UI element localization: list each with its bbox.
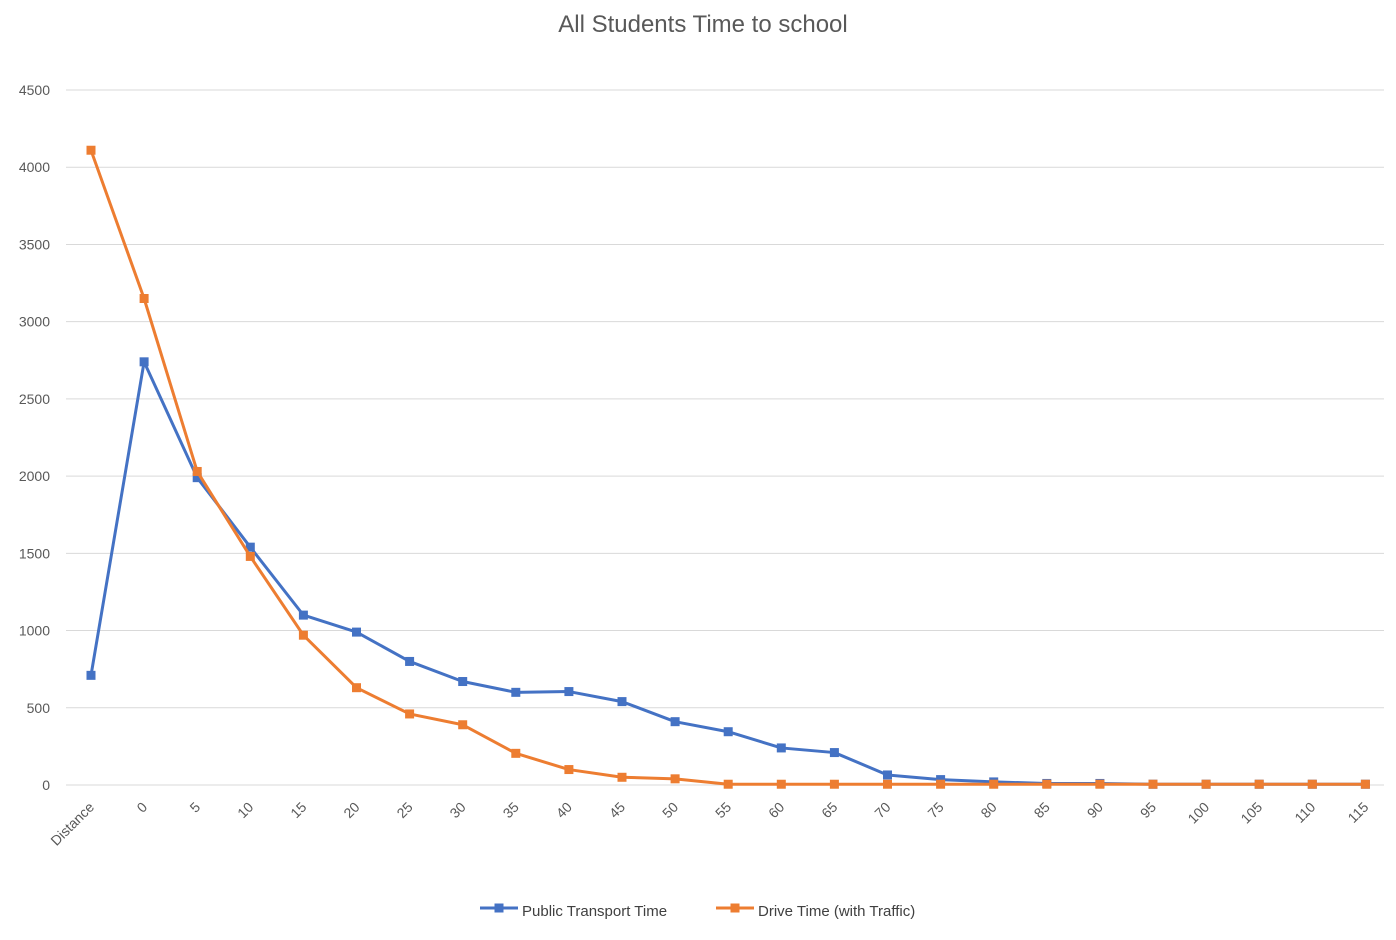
data-point [298, 610, 308, 620]
legend-marker [494, 903, 504, 913]
legend-marker [730, 903, 740, 913]
gridlines [66, 89, 1384, 786]
y-tick-label: 500 [27, 700, 51, 716]
x-tick-label: 15 [287, 799, 309, 821]
x-tick-label: 105 [1237, 799, 1265, 827]
x-tick-label: 70 [871, 799, 893, 821]
data-point [352, 627, 361, 637]
y-tick-label: 0 [42, 777, 50, 793]
x-tick-label: Distance [47, 799, 97, 849]
data-point [192, 473, 202, 483]
x-tick-label: 85 [1031, 799, 1053, 821]
data-point [245, 542, 255, 552]
data-point [192, 466, 202, 476]
data-point [936, 775, 946, 785]
data-point [989, 779, 999, 789]
data-point [776, 779, 786, 789]
series-layer [86, 145, 1370, 789]
data-point [1307, 779, 1317, 789]
legend-label: Public Transport Time [522, 903, 667, 920]
data-point [617, 772, 627, 782]
series-line [89, 149, 1366, 786]
data-point [511, 687, 521, 697]
y-tick-label: 2000 [19, 468, 50, 484]
x-tick-label: 80 [977, 799, 999, 821]
y-axis-ticks: 0 500 1000 1500 2000 2500 3000 3500 4000 4500 [19, 82, 50, 793]
series-line [89, 360, 1366, 786]
data-point [405, 709, 415, 719]
data-point [1201, 779, 1211, 789]
x-tick-label: 75 [924, 799, 946, 821]
data-point [458, 720, 468, 730]
series-1 [86, 357, 1370, 789]
data-point [139, 357, 149, 367]
x-tick-label: 95 [1137, 799, 1159, 821]
data-point [883, 770, 892, 780]
y-tick-label: 4500 [19, 82, 50, 98]
legend-item: Drive Time (with Traffic) [716, 903, 915, 920]
x-tick-label: 60 [765, 799, 787, 821]
data-point [352, 683, 361, 693]
y-tick-label: 2500 [19, 391, 50, 407]
data-point [564, 765, 574, 775]
data-point [723, 779, 733, 789]
legend-item: Public Transport Time [480, 903, 667, 920]
y-tick-label: 1000 [19, 623, 50, 639]
data-point [511, 748, 521, 758]
x-tick-label: 10 [234, 799, 256, 821]
data-point [405, 656, 415, 666]
x-tick-label: 5 [186, 799, 203, 816]
x-tick-label: 40 [553, 799, 575, 821]
x-tick-label: 25 [393, 799, 415, 821]
data-point [1360, 779, 1370, 789]
y-tick-label: 3000 [19, 314, 50, 330]
data-point [86, 145, 96, 155]
x-tick-label: 65 [818, 799, 840, 821]
x-tick-label: 35 [500, 799, 522, 821]
series-2 [86, 145, 1370, 789]
x-tick-label: 0 [133, 799, 150, 816]
data-point [1095, 779, 1105, 789]
data-point [86, 670, 96, 680]
data-point [245, 551, 255, 561]
y-tick-label: 4000 [19, 159, 50, 175]
legend: Public Transport Time Drive Time (with Tr… [480, 903, 915, 920]
data-point [936, 779, 946, 789]
chart-title: All Students Time to school [558, 11, 847, 38]
x-tick-label: 30 [446, 799, 468, 821]
data-point [139, 294, 149, 303]
x-tick-label: 110 [1291, 799, 1318, 826]
x-tick-label: 90 [1084, 799, 1106, 821]
x-tick-label: 20 [340, 799, 362, 821]
data-point [829, 748, 839, 758]
data-point [1042, 779, 1052, 789]
data-point [670, 717, 680, 727]
data-point [564, 687, 574, 697]
legend-label: Drive Time (with Traffic) [758, 903, 915, 920]
x-tick-label: 100 [1184, 799, 1212, 827]
data-point [829, 779, 839, 789]
data-point [617, 697, 627, 707]
data-point [670, 774, 680, 784]
data-point [1254, 779, 1264, 789]
data-point [723, 727, 733, 737]
x-axis-ticks: Distance 0 5 10 15 20 25 30 35 40 45 50 55 60 65 70 75 80… [47, 799, 1371, 849]
data-point [1148, 779, 1158, 789]
data-point [458, 677, 468, 687]
x-tick-label: 115 [1344, 799, 1371, 826]
y-tick-label: 1500 [19, 545, 50, 561]
data-point [298, 630, 308, 640]
data-point [883, 779, 892, 789]
data-point [776, 743, 786, 753]
x-tick-label: 45 [606, 799, 628, 821]
x-tick-label: 55 [712, 799, 734, 821]
y-tick-label: 3500 [19, 236, 50, 252]
x-tick-label: 50 [659, 799, 681, 821]
